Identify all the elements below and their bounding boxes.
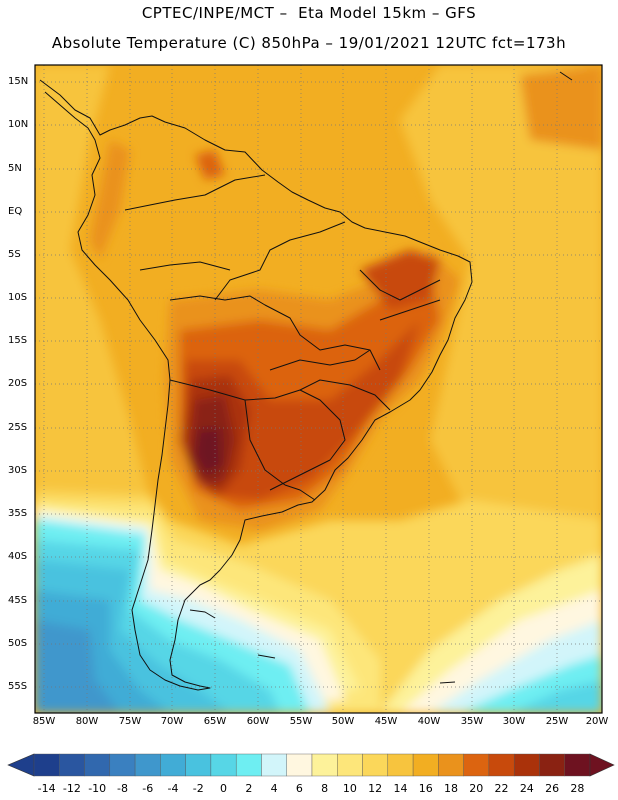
colorbar-swatch <box>539 753 565 777</box>
lat-label-15n: 15N <box>8 76 29 87</box>
colorbar-swatch <box>387 753 414 777</box>
colorbar-swatch <box>311 753 338 777</box>
colorbar-label: 28 <box>570 782 585 795</box>
colorbar-label: -8 <box>116 782 128 795</box>
colorbar-label: 6 <box>295 782 303 795</box>
colorbar-swatch <box>438 753 464 777</box>
colorbar-label: 4 <box>270 782 278 795</box>
colorbar-swatch <box>235 753 262 777</box>
colorbar-label: 26 <box>545 782 560 795</box>
colorbar-label: 18 <box>444 782 458 795</box>
colorbar-swatch <box>337 753 363 777</box>
lon-label-40w: 40W <box>417 716 441 727</box>
lat-label-20s: 20S <box>8 378 28 389</box>
colorbar-swatch <box>109 753 136 777</box>
coastline <box>39 71 573 691</box>
colorbar-label: -6 <box>142 782 154 795</box>
lon-label-50w: 50W <box>331 716 355 727</box>
lon-label-80w: 80W <box>75 716 99 727</box>
lat-label-15s: 15S <box>8 335 28 346</box>
lat-label-55s: 55S <box>8 681 28 692</box>
colorbar-swatch <box>286 753 313 777</box>
lon-label-75w: 75W <box>118 716 142 727</box>
colorbar-label: 8 <box>321 782 329 795</box>
colorbar-swatch <box>412 753 439 777</box>
lat-label-5n: 5N <box>8 163 22 174</box>
lon-label-45w: 45W <box>374 716 398 727</box>
colorbar-label: 12 <box>368 782 383 795</box>
lon-label-35w: 35W <box>460 716 484 727</box>
lon-label-20w: 20W <box>585 716 609 727</box>
lat-label-35s: 35S <box>8 508 28 519</box>
lon-label-30w: 30W <box>502 716 526 727</box>
title-line-1: CPTEC/INPE/MCT – Eta Model 15km – GFS <box>141 4 477 22</box>
colorbar-swatch <box>261 753 287 777</box>
colorbar-swatch <box>59 753 85 777</box>
lon-label-85w: 85W <box>32 716 56 727</box>
temperature-field <box>35 65 602 713</box>
colorbar-swatch <box>362 753 389 777</box>
colorbar-label: 20 <box>469 782 484 795</box>
colorbar-swatch <box>134 753 161 777</box>
colorbar-swatch <box>210 753 237 777</box>
colorbar-right-arrow <box>589 753 615 777</box>
colorbar-swatch <box>33 753 60 777</box>
colorbar-left-arrow <box>7 753 35 777</box>
lon-label-70w: 70W <box>160 716 184 727</box>
lat-label-25s: 25S <box>8 422 28 433</box>
colorbar-label: 0 <box>220 782 228 795</box>
lon-label-60w: 60W <box>246 716 270 727</box>
lon-label-55w: 55W <box>289 716 313 727</box>
colorbar-label: 24 <box>519 782 534 795</box>
colorbar-swatch <box>564 753 591 777</box>
graticule <box>35 65 602 713</box>
colorbar-swatch <box>513 753 540 777</box>
lon-label-65w: 65W <box>203 716 227 727</box>
title-line-2: Absolute Temperature (C) 850hPa – 19/01/… <box>51 34 567 52</box>
colorbar-swatch <box>463 753 490 777</box>
colorbar-swatch <box>488 753 515 777</box>
colorbar-label: 22 <box>494 782 509 795</box>
colorbar <box>7 753 615 777</box>
lat-label-50s: 50S <box>8 638 28 649</box>
colorbar-swatch <box>185 753 212 777</box>
colorbar-label: -12 <box>62 782 81 795</box>
lat-label-40s: 40S <box>8 551 28 562</box>
colorbar-label: 14 <box>393 782 408 795</box>
lat-label-10n: 10N <box>8 119 29 130</box>
lat-label-30s: 30S <box>8 465 28 476</box>
colorbar-swatch <box>160 753 186 777</box>
lat-label-45s: 45S <box>8 595 28 606</box>
lon-label-25w: 25W <box>545 716 569 727</box>
colorbar-label: -14 <box>37 782 56 795</box>
colorbar-label: 2 <box>245 782 253 795</box>
colorbar-swatch <box>84 753 111 777</box>
colorbar-label: 16 <box>418 782 433 795</box>
lat-label-eq: EQ <box>8 206 23 217</box>
colorbar-label: 10 <box>342 782 357 795</box>
map-frame <box>34 64 603 714</box>
lat-label-5s: 5S <box>8 249 21 260</box>
colorbar-label: -2 <box>192 782 204 795</box>
lat-label-10s: 10S <box>8 292 28 303</box>
colorbar-label: -4 <box>167 782 179 795</box>
colorbar-label: -10 <box>88 782 107 795</box>
